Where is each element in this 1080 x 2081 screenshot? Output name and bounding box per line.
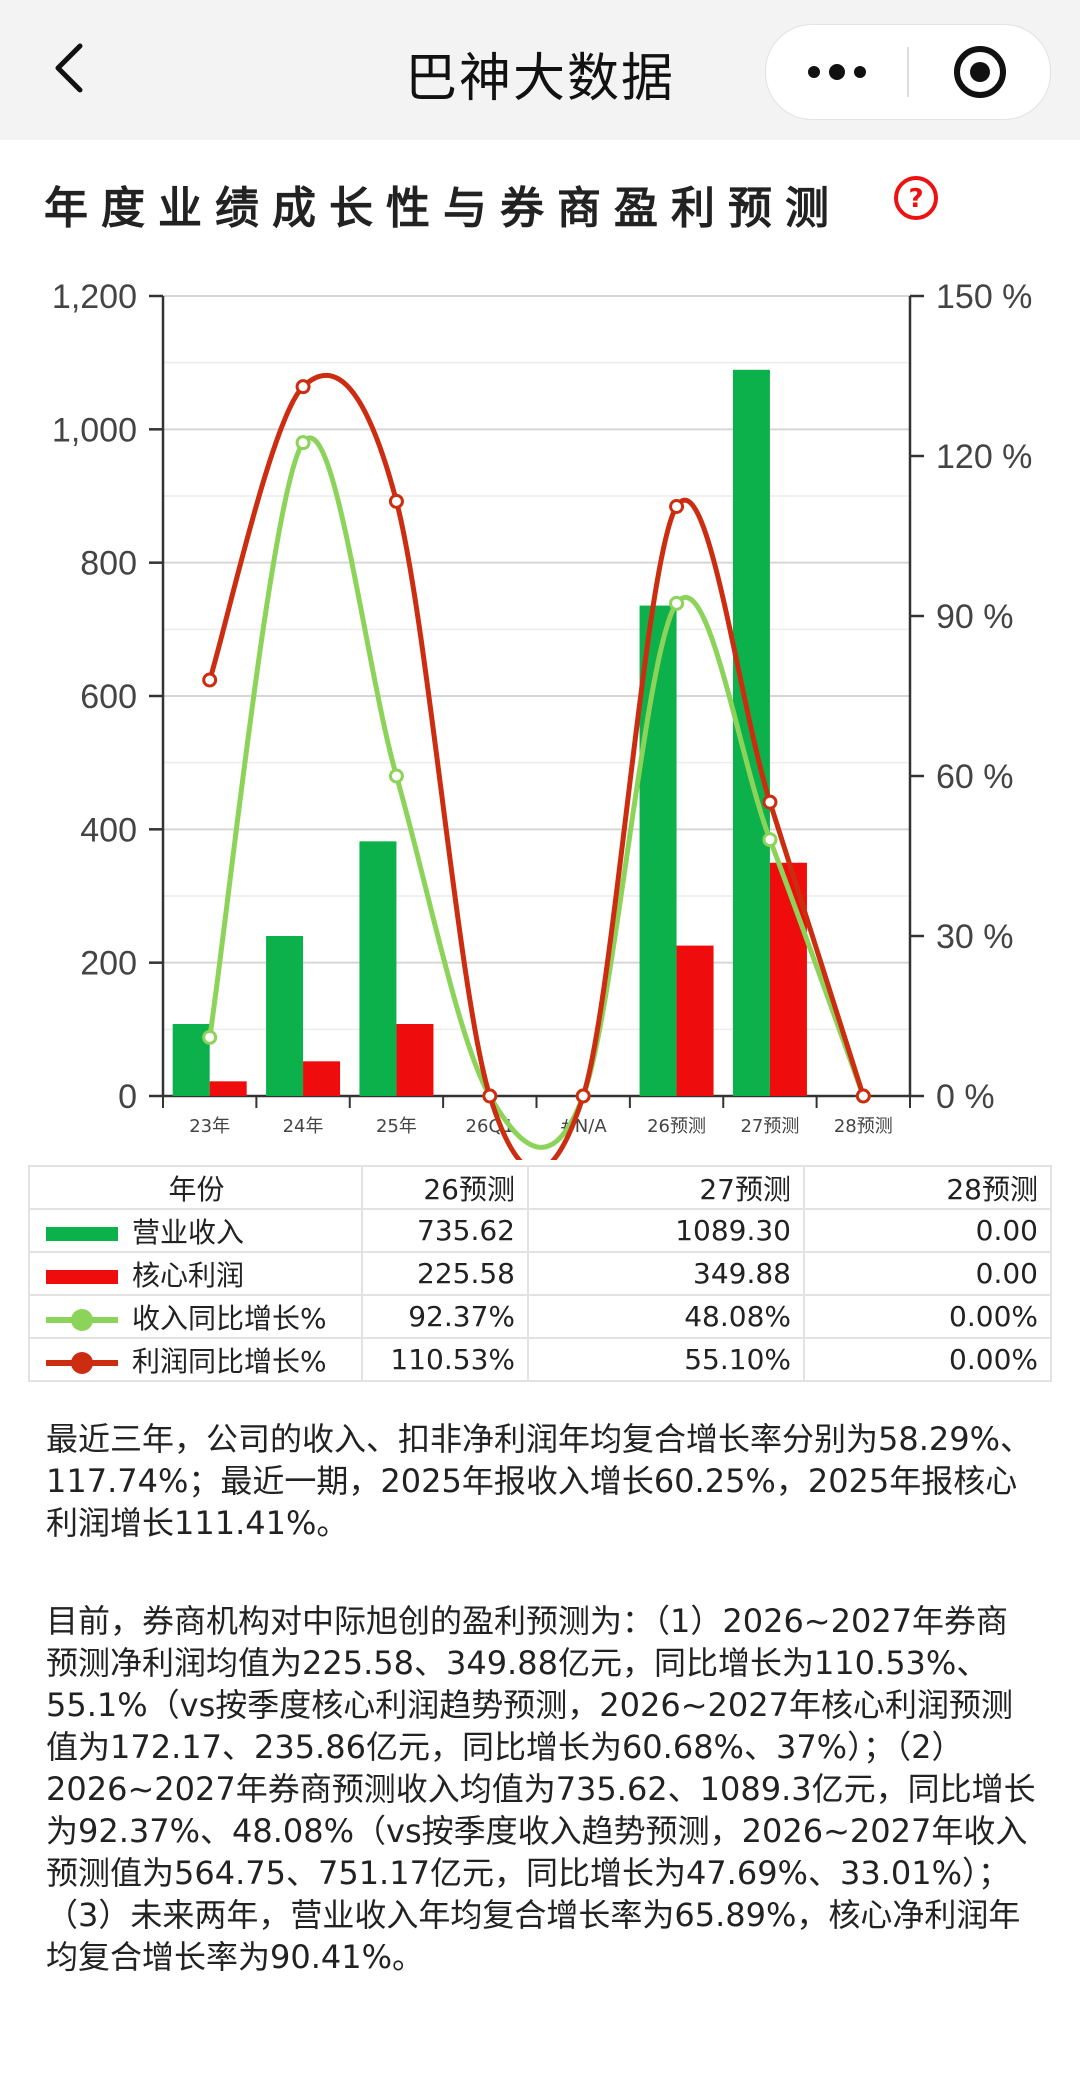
y-right-tick-label: 0 % <box>936 1078 995 1116</box>
row-label-text: 核心利润 <box>132 1258 245 1292</box>
y-left-tick-label: 600 <box>80 678 137 716</box>
section-title: 年度业绩成长性与券商盈利预测 <box>44 183 842 234</box>
y-left-tick-label: 1,000 <box>52 411 137 449</box>
table-cell: 0.00% <box>803 1294 1052 1339</box>
target-close-icon <box>953 46 1006 98</box>
profit-growth-point <box>295 379 311 395</box>
mini-program-capsule <box>765 24 1051 120</box>
profit-growth-line <box>207 372 866 1160</box>
row-label: 收入同比增长% <box>28 1294 363 1339</box>
table-cell: 0.00 <box>803 1251 1052 1296</box>
y-right-tick-label: 30 % <box>936 918 1014 956</box>
table-row: 利润同比增长% 110.53% 55.10% 0.00% <box>28 1337 1052 1382</box>
close-miniprogram-button[interactable] <box>909 25 1050 119</box>
table-row: 收入同比增长% 92.37% 48.08% 0.00% <box>28 1294 1052 1339</box>
more-dots-icon <box>807 64 866 80</box>
y-right-tick-label: 90 % <box>936 598 1014 636</box>
table-column-header: 27预测 <box>527 1165 805 1210</box>
table-header-row: 年份 26预测 27预测 28预测 <box>28 1165 1052 1210</box>
profit-growth-point <box>762 794 778 810</box>
revenue-growth-point <box>202 1029 218 1045</box>
y-right-tick-label: 150 % <box>936 278 1032 316</box>
table-cell: 0.00% <box>803 1337 1052 1382</box>
more-button[interactable] <box>766 25 907 119</box>
row-label-text: 营业收入 <box>132 1215 245 1249</box>
table-header-label: 年份 <box>28 1165 363 1210</box>
revenue-bar <box>639 605 677 1096</box>
y-left-tick-label: 400 <box>80 811 137 849</box>
x-tick-label: 26预测 <box>647 1116 706 1137</box>
table-row: 核心利润 225.58 349.88 0.00 <box>28 1251 1052 1296</box>
table-column-header: 28预测 <box>803 1165 1052 1210</box>
row-label-text: 利润同比增长% <box>132 1344 327 1378</box>
table-cell: 92.37% <box>361 1294 529 1339</box>
summary-paragraph: 最近三年，公司的收入、扣非净利润年均复合增长率分别为58.29%、117.74%… <box>46 1420 1033 1542</box>
x-tick-label: 23年 <box>189 1116 230 1137</box>
x-tick-label: 24年 <box>283 1116 324 1137</box>
row-label: 利润同比增长% <box>28 1337 363 1382</box>
svg-text:?: ? <box>908 184 923 214</box>
profit-growth-point <box>669 499 685 515</box>
profit-growth-point <box>855 1088 871 1104</box>
y-left-tick-label: 0 <box>118 1078 137 1116</box>
x-tick-label: 28预测 <box>834 1116 893 1137</box>
x-tick-label: 27预测 <box>740 1116 799 1137</box>
profit-bar <box>396 1024 434 1096</box>
help-icon[interactable]: ? <box>893 175 939 221</box>
row-label: 核心利润 <box>28 1251 363 1296</box>
green-bar-legend-icon <box>46 1226 118 1241</box>
table-cell: 0.00 <box>803 1208 1052 1253</box>
capsule-divider <box>907 47 909 97</box>
y-left-tick-label: 200 <box>80 945 137 983</box>
row-label-text: 收入同比增长% <box>132 1301 327 1335</box>
revenue-growth-point <box>295 435 311 451</box>
revenue-bar <box>359 841 397 1096</box>
table-row: 营业收入 735.62 1089.30 0.00 <box>28 1208 1052 1253</box>
y-right-tick-label: 60 % <box>936 758 1014 796</box>
profit-bar <box>676 945 714 1096</box>
table-cell: 55.10% <box>527 1337 805 1382</box>
y-left-tick-label: 800 <box>80 545 137 583</box>
table-cell: 349.88 <box>527 1251 805 1296</box>
top-navigation-bar: 巴神大数据 <box>0 0 1080 140</box>
forecast-table: 年份 26预测 27预测 28预测 营业收入 735.62 1089.30 0.… <box>28 1165 1052 1382</box>
green-line-legend-icon <box>46 1308 118 1331</box>
profit-growth-point <box>388 493 404 509</box>
table-cell: 225.58 <box>361 1251 529 1296</box>
growth-forecast-chart: 0 200 400 600 800 1,000 1,200 0 % 30 % 60 % 90 % 12… <box>52 278 1032 1160</box>
table-column-header: 26预测 <box>361 1165 529 1210</box>
revenue-growth-point <box>388 768 404 784</box>
red-bar-legend-icon <box>46 1269 118 1284</box>
profit-growth-point <box>575 1088 591 1104</box>
table-cell: 110.53% <box>361 1337 529 1382</box>
app-title: 巴神大数据 <box>404 49 675 109</box>
revenue-growth-point <box>762 832 778 848</box>
y-left-tick-label: 1,200 <box>52 278 137 316</box>
x-tick-label: 25年 <box>376 1116 417 1137</box>
revenue-bar <box>266 936 304 1096</box>
y-right-tick-label: 120 % <box>936 438 1032 476</box>
revenue-growth-point <box>669 595 685 611</box>
row-label: 营业收入 <box>28 1208 363 1253</box>
back-button[interactable] <box>40 38 100 98</box>
profit-growth-point <box>202 672 218 688</box>
profit-growth-point <box>482 1088 498 1104</box>
red-line-legend-icon <box>46 1351 118 1374</box>
profit-bar <box>209 1081 247 1096</box>
forecast-paragraph: 目前，券商机构对中际旭创的盈利预测为：（1）2026~2027年券商预测净利润均… <box>46 1602 1036 1976</box>
chevron-left-icon <box>55 43 83 93</box>
profit-bar <box>303 1061 341 1096</box>
table-cell: 48.08% <box>527 1294 805 1339</box>
table-cell: 1089.30 <box>527 1208 805 1253</box>
table-cell: 735.62 <box>361 1208 529 1253</box>
